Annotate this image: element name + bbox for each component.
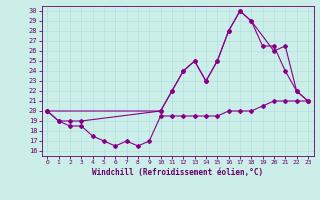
X-axis label: Windchill (Refroidissement éolien,°C): Windchill (Refroidissement éolien,°C) <box>92 168 263 177</box>
